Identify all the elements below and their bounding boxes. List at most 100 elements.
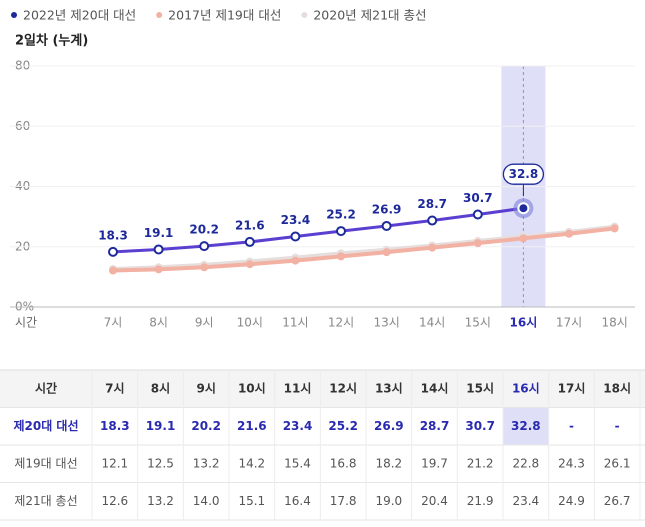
table-column-header: 8시 [151, 381, 170, 395]
table-cell: 13.2 [193, 456, 220, 470]
data-label: 20.2 [189, 223, 219, 237]
table-cell: 19.0 [375, 494, 402, 508]
data-label: 19.1 [144, 226, 174, 240]
point [517, 202, 530, 215]
table-cell: 14.2 [238, 456, 265, 470]
table-cell: 24.9 [558, 494, 585, 508]
table-cell: 19.7 [421, 456, 448, 470]
table-cell: - [615, 419, 620, 433]
x-axis-label: 시간 [15, 316, 37, 330]
data-label: 32.8 [509, 167, 539, 181]
table-cell: 21.2 [467, 456, 494, 470]
x-tick-label: 18시 [601, 316, 627, 330]
data-label: 26.9 [372, 202, 402, 216]
point [336, 226, 346, 237]
table-column-header: 7시 [105, 381, 124, 395]
legend-marker [301, 12, 308, 18]
legend-marker [11, 12, 17, 18]
table-cell: 18.3 [100, 419, 130, 433]
table-cell: 14.0 [193, 494, 220, 508]
table-cell: 25.2 [328, 419, 358, 433]
table-row-label: 제21대 총선 [14, 494, 77, 508]
table-cell: 20.4 [421, 494, 448, 508]
table-row-label: 제19대 대선 [14, 456, 77, 470]
table-column-header: 12시 [329, 381, 357, 395]
x-tick-label: 17시 [556, 316, 582, 330]
point [244, 236, 255, 247]
table-cell: 16.8 [330, 456, 357, 470]
table-cell: 16.4 [284, 494, 311, 508]
point [200, 263, 209, 272]
table-column-header: 15시 [466, 381, 494, 395]
table-cell: 32.8 [511, 419, 541, 433]
table-cell: 24.3 [558, 456, 585, 470]
table-column-header: 16시 [512, 381, 540, 395]
data-label: 23.4 [281, 213, 311, 227]
series-line [112, 206, 524, 254]
series-line [112, 226, 615, 273]
data-label: 30.7 [463, 191, 493, 205]
legend-label: 2022년 제20대 대선 [23, 8, 136, 23]
table-cell: 22.8 [512, 456, 539, 470]
point [473, 239, 482, 248]
table-column-header: 10시 [238, 381, 266, 395]
table-cell: 19.1 [146, 419, 176, 433]
table-cell: 23.4 [283, 419, 313, 433]
point [519, 234, 528, 243]
data-label: 28.7 [417, 197, 447, 211]
point [108, 246, 118, 257]
table-cell: 13.2 [147, 494, 174, 508]
legend-label: 2020년 제21대 총선 [313, 8, 426, 23]
x-tick-label: 11시 [282, 316, 308, 330]
table-column-header: 11시 [284, 381, 312, 395]
table-header-bg [0, 370, 645, 408]
table-highlight [503, 407, 549, 445]
x-tick-label: 15시 [465, 316, 491, 330]
table-cell: 23.4 [512, 494, 539, 508]
x-tick-label: 14시 [419, 316, 445, 330]
point [337, 252, 345, 261]
callout-box [502, 163, 545, 185]
table-cell: 28.7 [420, 419, 450, 433]
table-column-header: 17시 [558, 381, 586, 395]
x-tick-label: 13시 [373, 316, 399, 330]
point [565, 229, 573, 238]
table-column-header: 18시 [603, 381, 631, 395]
x-tick-label: 9시 [195, 316, 214, 330]
point [290, 231, 301, 242]
table-cell: 17.8 [330, 494, 357, 508]
x-tick-label: 10시 [237, 316, 263, 330]
point [472, 209, 483, 220]
legend-label: 2017년 제19대 대선 [168, 8, 281, 23]
point [381, 220, 392, 231]
x-tick-label: 12시 [328, 316, 354, 330]
x-tick-label: 7시 [104, 316, 123, 330]
table-header: 시간 [35, 380, 57, 395]
legend-marker [156, 12, 163, 18]
point [245, 260, 254, 269]
point [428, 243, 437, 252]
point [154, 265, 163, 274]
point [427, 215, 438, 226]
table-cell: 15.1 [238, 494, 265, 508]
point [153, 244, 164, 255]
table-cell: 12.6 [101, 494, 128, 508]
subtitle: 2일차 (누계) [15, 33, 88, 49]
point [291, 256, 300, 265]
table-column-header: 13시 [375, 381, 403, 395]
table-cell: 21.6 [237, 419, 267, 433]
table-cell: 15.4 [284, 456, 311, 470]
table-cell: 26.9 [374, 419, 404, 433]
table-cell: 20.2 [191, 419, 221, 433]
point [610, 224, 619, 233]
x-tick-label: 8시 [149, 316, 168, 330]
table-cell: 18.2 [375, 456, 402, 470]
table-cell: - [569, 419, 574, 433]
table-cell: 26.1 [604, 456, 631, 470]
point [382, 248, 391, 257]
table-cell: 30.7 [465, 419, 495, 433]
table-row-label: 제20대 대선 [13, 418, 78, 433]
data-label: 21.6 [235, 218, 265, 232]
table-cell: 12.5 [147, 456, 174, 470]
